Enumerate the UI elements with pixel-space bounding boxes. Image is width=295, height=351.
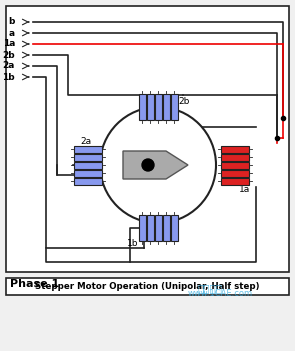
FancyBboxPatch shape [155, 215, 161, 241]
Polygon shape [123, 151, 188, 179]
Circle shape [100, 107, 216, 223]
FancyBboxPatch shape [74, 153, 102, 160]
Text: 1a: 1a [3, 40, 15, 48]
Text: 2a: 2a [81, 137, 91, 146]
FancyBboxPatch shape [74, 178, 102, 185]
FancyBboxPatch shape [221, 178, 249, 185]
Text: www.1CAE.com: www.1CAE.com [187, 289, 253, 298]
FancyBboxPatch shape [74, 170, 102, 177]
FancyBboxPatch shape [6, 6, 289, 272]
FancyBboxPatch shape [155, 94, 161, 120]
Circle shape [142, 159, 154, 171]
FancyBboxPatch shape [163, 94, 170, 120]
Text: 1a: 1a [239, 185, 250, 193]
FancyBboxPatch shape [171, 215, 178, 241]
FancyBboxPatch shape [138, 94, 145, 120]
FancyBboxPatch shape [171, 94, 178, 120]
Text: b: b [9, 18, 15, 26]
FancyBboxPatch shape [221, 153, 249, 160]
FancyBboxPatch shape [74, 146, 102, 152]
Text: Stepper Motor Operation (Unipolar, Half step): Stepper Motor Operation (Unipolar, Half … [35, 282, 260, 291]
FancyBboxPatch shape [221, 146, 249, 152]
FancyBboxPatch shape [221, 170, 249, 177]
Text: 1b: 1b [2, 73, 15, 81]
FancyBboxPatch shape [147, 94, 153, 120]
FancyBboxPatch shape [147, 215, 153, 241]
FancyBboxPatch shape [163, 215, 170, 241]
Text: Phase 1: Phase 1 [10, 279, 59, 289]
Text: 仿真在线: 仿真在线 [197, 283, 222, 293]
Text: 2a: 2a [3, 61, 15, 71]
Text: a: a [9, 28, 15, 38]
Text: 2b: 2b [2, 51, 15, 60]
FancyBboxPatch shape [221, 161, 249, 168]
FancyBboxPatch shape [138, 215, 145, 241]
FancyBboxPatch shape [74, 161, 102, 168]
Text: 1b: 1b [127, 239, 138, 249]
FancyBboxPatch shape [6, 278, 289, 295]
Text: 2b: 2b [178, 97, 189, 106]
